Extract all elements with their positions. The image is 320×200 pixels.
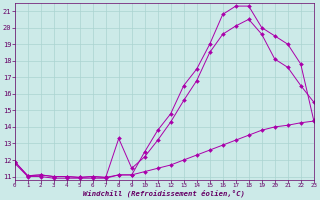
X-axis label: Windchill (Refroidissement éolien,°C): Windchill (Refroidissement éolien,°C) (83, 190, 245, 197)
